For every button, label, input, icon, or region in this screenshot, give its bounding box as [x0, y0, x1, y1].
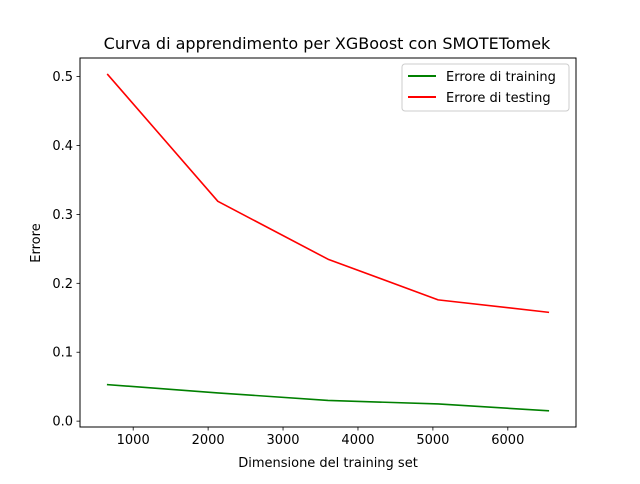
y-tick-label: 0.5 — [52, 70, 73, 85]
y-axis-ticks: 0.0 0.1 0.2 0.3 0.4 0.5 — [52, 70, 80, 430]
legend: Errore di training Errore di testing — [401, 63, 570, 112]
x-tick-label: 6000 — [491, 433, 524, 448]
plot-area — [79, 57, 577, 428]
y-tick-label: 0.2 — [52, 277, 73, 292]
x-tick-label: 1000 — [117, 433, 150, 448]
x-axis-ticks: 1000 2000 3000 4000 5000 6000 — [117, 427, 524, 448]
legend-label-testing: Errore di testing — [446, 91, 551, 106]
legend-label-training: Errore di training — [446, 70, 556, 85]
x-tick-label: 3000 — [266, 433, 299, 448]
y-tick-label: 0.4 — [52, 139, 73, 154]
x-tick-label: 4000 — [341, 433, 374, 448]
x-tick-label: 2000 — [192, 433, 225, 448]
legend-box — [401, 63, 570, 112]
x-tick-label: 5000 — [416, 433, 449, 448]
y-axis-label: Errore — [29, 223, 44, 262]
y-tick-label: 0.0 — [52, 415, 73, 430]
x-axis-label: Dimensione del training set — [238, 456, 418, 471]
chart-title: Curva di apprendimento per XGBoost con S… — [104, 34, 551, 53]
series-layer — [106, 73, 550, 412]
training-error-line — [106, 383, 550, 412]
y-tick-label: 0.1 — [52, 346, 73, 361]
testing-error-line — [106, 73, 550, 314]
y-tick-label: 0.3 — [52, 208, 73, 223]
axes-frame — [79, 57, 577, 428]
